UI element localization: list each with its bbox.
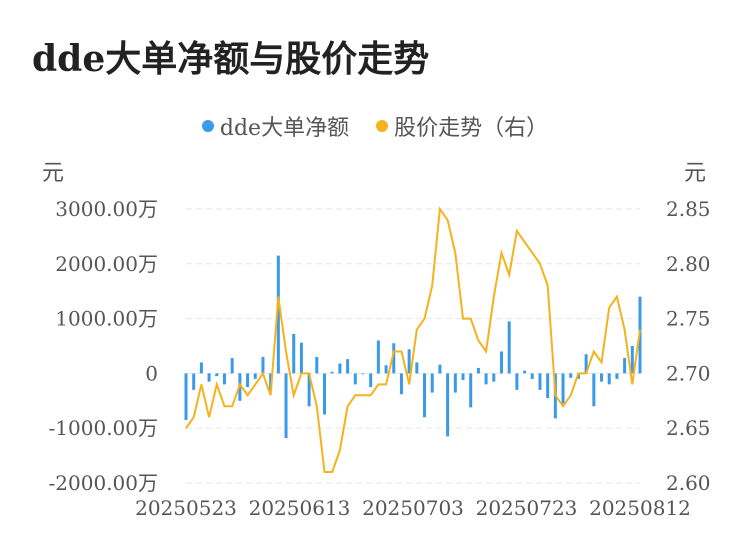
bar xyxy=(423,373,427,418)
bar xyxy=(515,373,519,390)
bar xyxy=(330,371,334,374)
right-tick-label: 2.85 xyxy=(666,197,711,221)
bar xyxy=(361,373,365,375)
left-tick-label: 3000.00万 xyxy=(55,197,158,221)
legend-item-dde[interactable]: dde大单净额 xyxy=(201,110,350,142)
bar xyxy=(215,373,219,377)
bar xyxy=(284,373,288,439)
x-tick-label: 20250703 xyxy=(362,496,464,520)
bar xyxy=(353,373,357,385)
bar xyxy=(415,362,419,374)
bar xyxy=(399,373,403,395)
bar xyxy=(292,333,296,374)
bar xyxy=(546,373,550,399)
bar xyxy=(592,373,596,407)
bar xyxy=(492,373,496,382)
bar xyxy=(630,346,634,374)
bar xyxy=(338,363,342,374)
bar xyxy=(222,373,226,385)
bar xyxy=(276,255,280,374)
right-tick-label: 2.65 xyxy=(666,416,711,440)
bar xyxy=(299,342,303,374)
bar xyxy=(484,373,488,385)
right-axis-unit: 元 xyxy=(684,161,707,186)
legend-dot-dde xyxy=(201,120,214,132)
bar xyxy=(523,370,527,374)
bar xyxy=(407,349,411,374)
bar xyxy=(184,373,188,420)
x-tick-label: 20250723 xyxy=(476,496,578,520)
bar xyxy=(615,373,619,379)
legend: dde大单净额 股价走势（右） xyxy=(0,110,750,142)
x-tick-label: 20250523 xyxy=(135,496,237,520)
bar xyxy=(499,351,503,374)
bar xyxy=(230,358,234,374)
bar xyxy=(253,373,257,379)
price-line xyxy=(185,206,641,473)
bar xyxy=(584,354,588,374)
bar xyxy=(476,367,480,374)
left-axis-unit: 元 xyxy=(42,161,65,186)
left-tick-label: 0 xyxy=(145,361,158,385)
bar xyxy=(384,365,388,374)
right-tick-label: 2.60 xyxy=(666,471,711,495)
bar xyxy=(623,358,627,374)
bar xyxy=(315,356,319,374)
legend-dot-price xyxy=(376,120,389,132)
bar xyxy=(569,373,573,378)
bar xyxy=(453,373,457,393)
bar xyxy=(446,373,450,437)
left-tick-label: 1000.00万 xyxy=(55,307,158,331)
right-tick-label: 2.75 xyxy=(666,307,711,331)
bar xyxy=(261,356,265,374)
bar xyxy=(269,373,273,390)
bar xyxy=(469,373,473,408)
bar xyxy=(538,373,542,390)
bar xyxy=(461,373,465,380)
x-tick-label: 20250812 xyxy=(589,496,691,520)
left-tick-label: 2000.00万 xyxy=(55,252,158,276)
bar xyxy=(438,364,442,374)
bar xyxy=(207,373,211,382)
right-tick-label: 2.70 xyxy=(666,361,711,385)
bar xyxy=(430,373,434,393)
bar xyxy=(561,373,565,404)
x-tick-label: 20250613 xyxy=(249,496,351,520)
left-tick-label: -1000.00万 xyxy=(49,416,158,440)
bar xyxy=(369,373,373,388)
bar xyxy=(307,373,311,407)
bar xyxy=(507,321,511,374)
bar xyxy=(346,359,350,374)
bar xyxy=(323,373,327,415)
left-tick-label: -2000.00万 xyxy=(49,471,158,495)
bar xyxy=(376,340,380,374)
legend-label-dde: dde大单净额 xyxy=(219,116,350,141)
bar xyxy=(530,373,534,379)
bar xyxy=(392,343,396,374)
right-tick-label: 2.80 xyxy=(666,252,711,276)
bar xyxy=(199,362,203,374)
legend-label-price: 股价走势（右） xyxy=(394,116,549,141)
bar xyxy=(192,373,196,390)
chart-title: dde大单净额与股价走势 xyxy=(32,38,430,80)
legend-item-price[interactable]: 股价走势（右） xyxy=(376,110,548,142)
bar xyxy=(246,373,250,388)
bar xyxy=(600,373,604,382)
bar xyxy=(607,373,611,385)
